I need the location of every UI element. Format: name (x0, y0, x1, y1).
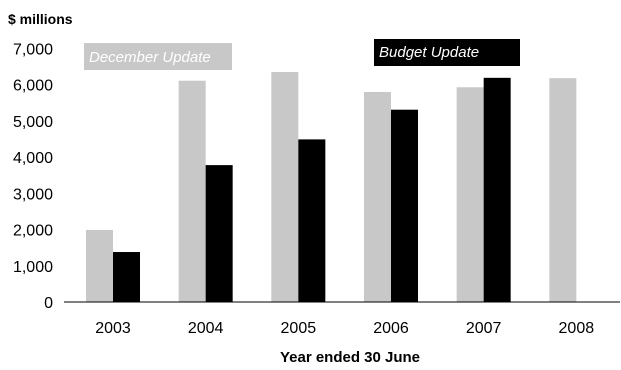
y-tick-label: 7,000 (13, 42, 53, 59)
y-tick-label: 5,000 (13, 114, 53, 131)
legend-label-budget-update: Budget Update (379, 44, 479, 61)
bar-december-update-2007 (456, 87, 484, 302)
unit-label: $ millions (8, 11, 73, 27)
bar-budget-update-2004 (205, 165, 233, 302)
x-tick-label: 2006 (373, 320, 409, 337)
bar-budget-update-2007 (483, 77, 511, 302)
x-tick-label: 2007 (466, 320, 502, 337)
y-tick-label: 4,000 (13, 150, 53, 167)
x-tick-label: 2005 (281, 320, 317, 337)
y-tick-label: 3,000 (13, 186, 53, 203)
bar-budget-update-2005 (298, 139, 326, 302)
y-tick-label: 6,000 (13, 78, 53, 95)
bar-budget-update-2003 (113, 252, 140, 302)
bars (86, 72, 577, 303)
bar-december-update-2008 (549, 78, 577, 303)
y-axis-tick-labels: 0 1,000 2,000 3,000 4,000 5,000 6,000 7,000 (13, 42, 53, 313)
bar-december-update-2005 (271, 72, 299, 303)
x-axis-title: Year ended 30 June (280, 349, 420, 366)
bar-budget-update-2006 (391, 109, 418, 302)
legend-label-december-update: December Update (89, 49, 211, 66)
x-axis-tick-labels: 2003 2004 2005 2006 2007 2008 (95, 320, 594, 337)
legend-swatch-december-update (84, 43, 232, 70)
bar-december-update-2004 (178, 80, 206, 302)
bar-december-update-2006 (364, 91, 391, 302)
bar-december-update-2003 (86, 229, 113, 302)
y-tick-label: 0 (44, 295, 53, 312)
legend-swatch-budget-update (374, 39, 520, 66)
x-tick-label: 2004 (188, 320, 224, 337)
y-tick-label: 2,000 (13, 223, 53, 240)
y-tick-label: 1,000 (13, 259, 53, 276)
x-tick-label: 2008 (559, 320, 595, 337)
x-tick-label: 2003 (95, 320, 131, 337)
